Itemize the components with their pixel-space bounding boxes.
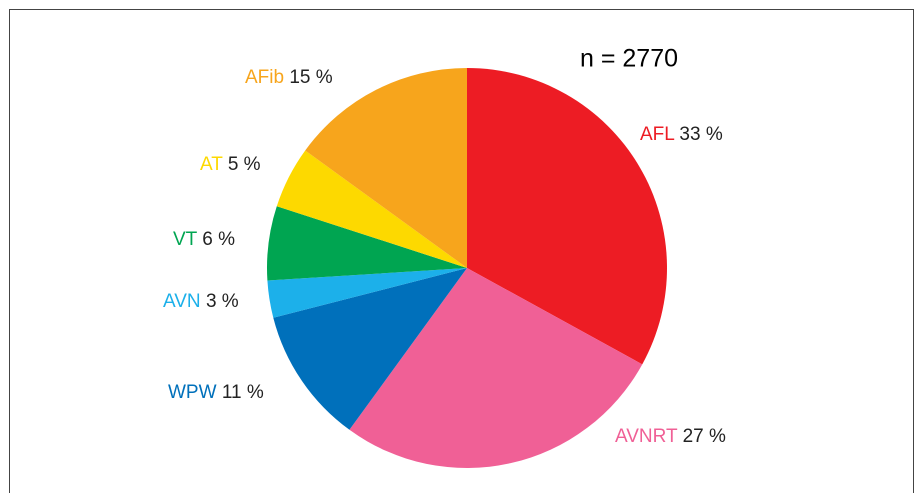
slice-label: VT 6 % bbox=[173, 229, 235, 250]
pie-slice bbox=[467, 68, 667, 365]
category-label: AFib bbox=[245, 67, 284, 88]
pie-slice bbox=[305, 68, 467, 268]
slice-label: AT 5 % bbox=[200, 154, 261, 175]
category-label: AFL bbox=[640, 124, 674, 145]
value-label: 27 % bbox=[683, 426, 726, 447]
value-label: 6 % bbox=[202, 229, 235, 250]
pie-slice bbox=[276, 150, 467, 268]
value-label: 5 % bbox=[228, 154, 261, 175]
category-label: AT bbox=[200, 154, 223, 175]
slice-label: WPW 11 % bbox=[168, 382, 264, 403]
pie-slice bbox=[273, 268, 467, 430]
slice-label: AVNRT 27 % bbox=[615, 426, 726, 447]
pie-slice bbox=[267, 206, 467, 281]
category-label: AVN bbox=[163, 291, 201, 312]
pie-slice bbox=[267, 268, 467, 318]
value-label: 3 % bbox=[206, 291, 239, 312]
annotation: n = 2770 bbox=[580, 45, 678, 73]
slice-label: AVN 3 % bbox=[163, 291, 239, 312]
value-label: 11 % bbox=[222, 382, 264, 403]
category-label: AVNRT bbox=[615, 426, 678, 447]
slice-label: AFib 15 % bbox=[245, 67, 333, 88]
slice-label: AFL 33 % bbox=[640, 124, 723, 145]
category-label: WPW bbox=[168, 382, 217, 403]
pie-slice bbox=[349, 268, 643, 468]
value-label: 33 % bbox=[679, 124, 722, 145]
value-label: 15 % bbox=[289, 67, 332, 88]
category-label: VT bbox=[173, 229, 198, 250]
frame bbox=[9, 9, 914, 493]
